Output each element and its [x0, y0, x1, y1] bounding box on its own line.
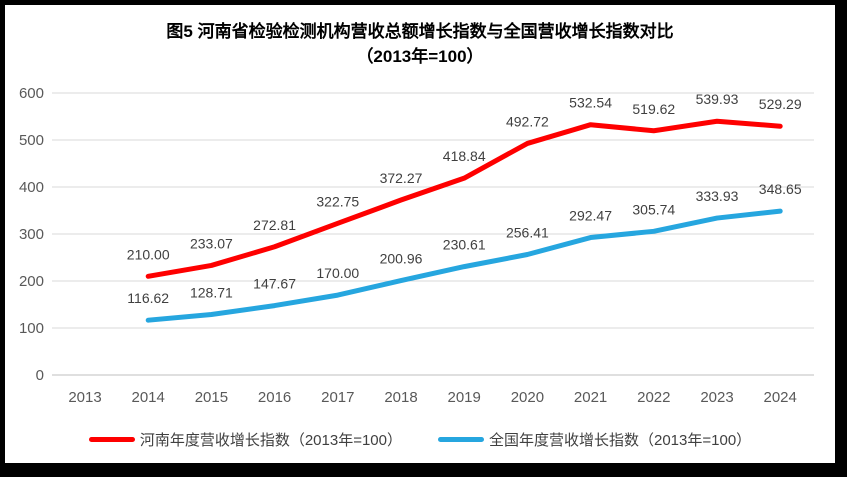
chart-subtitle: （2013年=100）	[356, 47, 484, 66]
y-tick-label: 0	[36, 367, 44, 384]
chart-title-block: 图5 河南省检验检测机构营收总额增长指数与全国营收增长指数对比 （2013年=1…	[5, 19, 835, 69]
x-tick-label: 2015	[195, 389, 228, 406]
legend-item-henan[interactable]: 河南年度营收增长指数（2013年=100）	[88, 429, 402, 450]
data-label: 116.62	[127, 290, 169, 306]
legend: 河南年度营收增长指数（2013年=100） 全国年度营收增长指数（2013年=1…	[5, 429, 835, 450]
x-tick-label: 2019	[448, 389, 481, 406]
data-label: 532.54	[569, 95, 612, 111]
x-tick-label: 2021	[574, 389, 607, 406]
data-label: 322.75	[316, 193, 359, 209]
data-label: 418.84	[443, 148, 486, 164]
chart-canvas: 图5 河南省检验检测机构营收总额增长指数与全国营收增长指数对比 （2013年=1…	[5, 5, 835, 463]
henan-line-swatch	[88, 437, 135, 442]
x-tick-label: 2018	[384, 389, 417, 406]
x-tick-label: 2014	[132, 389, 165, 406]
data-label: 233.07	[190, 235, 233, 251]
data-label: 492.72	[506, 113, 549, 129]
national-line-swatch	[438, 437, 484, 442]
data-label: 230.61	[443, 237, 486, 253]
data-label: 539.93	[696, 91, 739, 107]
data-label: 529.29	[759, 96, 802, 112]
x-tick-label: 2020	[511, 389, 544, 406]
y-tick-label: 500	[19, 132, 44, 149]
data-label: 372.27	[380, 170, 423, 186]
x-tick-label: 2023	[700, 389, 733, 406]
y-tick-label: 300	[19, 226, 44, 243]
data-label: 170.00	[316, 265, 359, 281]
data-label: 348.65	[759, 181, 802, 197]
data-label: 305.74	[632, 201, 675, 217]
x-tick-label: 2013	[68, 389, 101, 406]
legend-label-national: 全国年度营收增长指数（2013年=100）	[489, 432, 752, 449]
data-label: 272.81	[253, 217, 296, 233]
y-tick-label: 400	[19, 179, 44, 196]
chart-title: 图5 河南省检验检测机构营收总额增长指数与全国营收增长指数对比	[166, 22, 674, 41]
x-tick-label: 2022	[637, 389, 670, 406]
x-tick-label: 2024	[764, 389, 797, 406]
series-line-0[interactable]	[145, 118, 783, 279]
series-line-1[interactable]	[145, 208, 783, 323]
data-label: 519.62	[632, 101, 675, 117]
y-tick-label: 100	[19, 320, 44, 337]
y-tick-label: 600	[19, 85, 44, 102]
data-label: 200.96	[380, 251, 423, 267]
data-label: 333.93	[696, 188, 739, 204]
data-label: 256.41	[506, 224, 549, 240]
data-label: 147.67	[253, 276, 296, 292]
data-label: 210.00	[127, 246, 170, 262]
plot-area: 0 100 200 300 400 500 600 2013 2014 2015 2016 2017 2…	[19, 85, 814, 406]
y-tick-label: 200	[19, 273, 44, 290]
data-label: 292.47	[569, 208, 612, 224]
x-tick-label: 2016	[258, 389, 291, 406]
data-label: 128.71	[190, 285, 233, 301]
legend-item-national[interactable]: 全国年度营收增长指数（2013年=100）	[438, 429, 751, 450]
x-tick-label: 2017	[321, 389, 354, 406]
legend-label-henan: 河南年度营收增长指数（2013年=100）	[139, 432, 402, 449]
